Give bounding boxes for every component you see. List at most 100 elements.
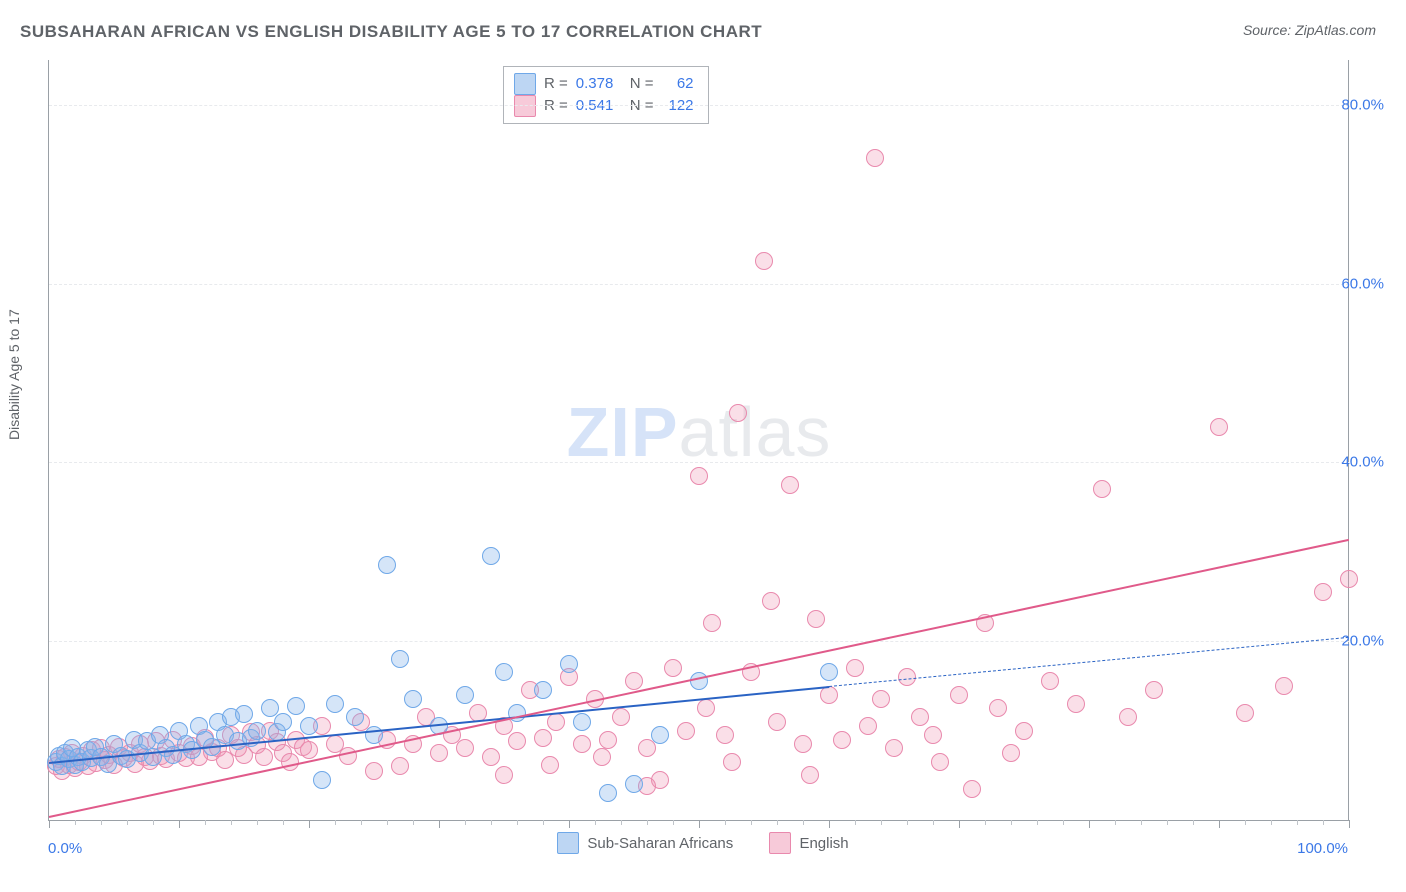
data-point bbox=[885, 739, 903, 757]
data-point bbox=[573, 735, 591, 753]
x-tick-minor bbox=[361, 820, 362, 825]
gridline bbox=[49, 641, 1349, 642]
legend-label-english: English bbox=[799, 835, 848, 852]
data-point bbox=[612, 708, 630, 726]
data-point bbox=[866, 149, 884, 167]
data-point bbox=[495, 663, 513, 681]
x-tick-minor bbox=[855, 820, 856, 825]
x-tick-minor bbox=[803, 820, 804, 825]
y-tick-label: 40.0% bbox=[1341, 454, 1384, 471]
trend-line bbox=[49, 538, 1349, 817]
data-point bbox=[541, 756, 559, 774]
data-point bbox=[300, 741, 318, 759]
x-tick-minor bbox=[777, 820, 778, 825]
n-value-english: 122 bbox=[662, 95, 694, 117]
chart-container: SUBSAHARAN AFRICAN VS ENGLISH DISABILITY… bbox=[0, 0, 1406, 892]
n-value-subsaharan: 62 bbox=[662, 73, 694, 95]
gridline bbox=[49, 284, 1349, 285]
gridline bbox=[49, 105, 1349, 106]
x-tick-minor bbox=[985, 820, 986, 825]
data-point bbox=[404, 690, 422, 708]
data-point bbox=[950, 686, 968, 704]
legend-row-subsaharan: R = 0.378 N = 62 bbox=[514, 73, 694, 95]
x-tick-minor bbox=[1245, 820, 1246, 825]
x-tick-minor bbox=[387, 820, 388, 825]
y-axis-label: Disability Age 5 to 17 bbox=[6, 309, 22, 440]
data-point bbox=[534, 681, 552, 699]
data-point bbox=[547, 713, 565, 731]
x-tick-minor bbox=[1167, 820, 1168, 825]
data-point bbox=[768, 713, 786, 731]
data-point bbox=[729, 404, 747, 422]
n-label: N = bbox=[630, 95, 654, 117]
x-tick-minor bbox=[205, 820, 206, 825]
data-point bbox=[1119, 708, 1137, 726]
x-tick bbox=[1349, 820, 1350, 828]
x-tick-minor bbox=[101, 820, 102, 825]
data-point bbox=[235, 705, 253, 723]
x-tick-minor bbox=[283, 820, 284, 825]
data-point bbox=[859, 717, 877, 735]
data-point bbox=[1145, 681, 1163, 699]
x-tick bbox=[1089, 820, 1090, 828]
x-tick bbox=[179, 820, 180, 828]
data-point bbox=[287, 697, 305, 715]
x-tick-minor bbox=[595, 820, 596, 825]
r-value-subsaharan: 0.378 bbox=[576, 73, 622, 95]
data-point bbox=[482, 547, 500, 565]
data-point bbox=[1093, 480, 1111, 498]
x-tick bbox=[829, 820, 830, 828]
data-point bbox=[391, 650, 409, 668]
x-tick-minor bbox=[1297, 820, 1298, 825]
data-point bbox=[716, 726, 734, 744]
data-point bbox=[989, 699, 1007, 717]
data-point bbox=[593, 748, 611, 766]
legend-row-english: R = 0.541 N = 122 bbox=[514, 95, 694, 117]
data-point bbox=[534, 729, 552, 747]
r-label: R = bbox=[544, 73, 568, 95]
x-tick-minor bbox=[1011, 820, 1012, 825]
x-tick-minor bbox=[127, 820, 128, 825]
data-point bbox=[430, 744, 448, 762]
data-point bbox=[365, 762, 383, 780]
data-point bbox=[762, 592, 780, 610]
data-point bbox=[1002, 744, 1020, 762]
data-point bbox=[846, 659, 864, 677]
data-point bbox=[300, 717, 318, 735]
x-tick-minor bbox=[153, 820, 154, 825]
data-point bbox=[508, 732, 526, 750]
data-point bbox=[391, 757, 409, 775]
data-point bbox=[346, 708, 364, 726]
x-tick bbox=[959, 820, 960, 828]
x-tick-minor bbox=[725, 820, 726, 825]
x-tick-minor bbox=[1193, 820, 1194, 825]
x-tick-minor bbox=[465, 820, 466, 825]
x-tick-minor bbox=[647, 820, 648, 825]
data-point bbox=[495, 766, 513, 784]
data-point bbox=[599, 731, 617, 749]
y-tick-label: 20.0% bbox=[1341, 633, 1384, 650]
x-tick-minor bbox=[1037, 820, 1038, 825]
data-point bbox=[794, 735, 812, 753]
x-tick-minor bbox=[751, 820, 752, 825]
x-tick bbox=[49, 820, 50, 828]
y-tick-label: 80.0% bbox=[1341, 96, 1384, 113]
y-tick-label: 60.0% bbox=[1341, 275, 1384, 292]
data-point bbox=[638, 739, 656, 757]
data-point bbox=[1041, 672, 1059, 690]
data-point bbox=[963, 780, 981, 798]
data-point bbox=[1236, 704, 1254, 722]
data-point bbox=[931, 753, 949, 771]
data-point bbox=[703, 614, 721, 632]
legend-label-subsaharan: Sub-Saharan Africans bbox=[587, 835, 733, 852]
data-point bbox=[801, 766, 819, 784]
data-point bbox=[456, 686, 474, 704]
x-tick-minor bbox=[933, 820, 934, 825]
swatch-subsaharan bbox=[514, 73, 536, 95]
trend-line bbox=[829, 637, 1349, 687]
legend-item-subsaharan: Sub-Saharan Africans bbox=[557, 832, 733, 854]
x-tick-minor bbox=[907, 820, 908, 825]
x-tick-label: 100.0% bbox=[1297, 840, 1348, 857]
data-point bbox=[820, 663, 838, 681]
x-tick-minor bbox=[543, 820, 544, 825]
